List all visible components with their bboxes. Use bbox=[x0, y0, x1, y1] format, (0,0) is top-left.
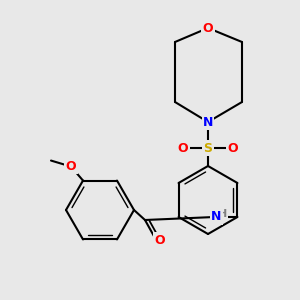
Text: N: N bbox=[203, 116, 213, 128]
Text: O: O bbox=[178, 142, 188, 154]
Text: N: N bbox=[211, 211, 222, 224]
Text: O: O bbox=[203, 22, 213, 34]
Text: O: O bbox=[228, 142, 238, 154]
Text: H: H bbox=[218, 209, 227, 219]
Text: O: O bbox=[66, 160, 76, 173]
Text: O: O bbox=[155, 233, 165, 247]
Text: S: S bbox=[203, 142, 212, 154]
